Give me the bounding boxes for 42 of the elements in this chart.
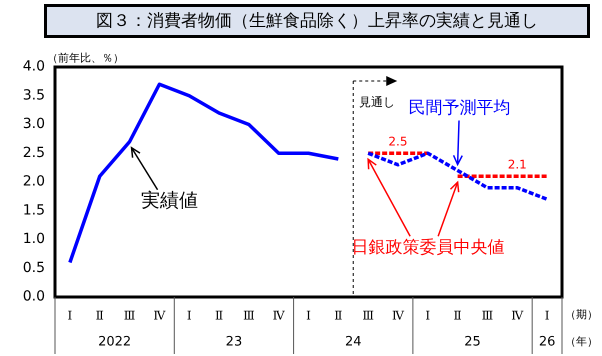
x-tick-label: Ⅰ [544,308,550,322]
x-tick-label: Ⅱ [334,308,342,322]
text: 民間予測平均 [408,98,511,118]
x-tick-label: Ⅲ [482,308,494,322]
text: 24 [344,334,362,350]
line-series [366,152,549,201]
y-tick-label: 3.0 [22,116,45,132]
x-tick-label: Ⅳ [392,308,405,322]
x-tick-label: Ⅳ [511,308,524,322]
y-tick-label: 1.0 [22,231,45,248]
text: 23 [226,334,242,350]
text: （期） [565,308,598,321]
x-tick-label: Ⅲ [362,308,374,322]
text: 実績値 [141,190,198,212]
annotation: 見通し [359,95,396,110]
text: 2022 [98,334,132,350]
x-tick-label: Ⅰ [68,308,73,322]
y-tick-label: 3.5 [22,87,45,104]
text: 日銀政策委員中央値 [352,238,505,258]
text: （年） [565,334,598,348]
x-tick-label: Ⅱ [214,308,224,322]
x-tick-label: Ⅰ [186,308,192,322]
y-axis-title: （前年比、％） [47,51,124,64]
x-tick-label: Ⅲ [124,308,136,322]
chart-title: 図３：消費者物価（生鮮食品除く）上昇率の実績と見通し [44,4,590,38]
y-tick-label: 0.5 [22,260,45,276]
x-tick-label: Ⅱ [96,308,104,322]
y-tick-label: 4.0 [22,58,45,75]
text: 25 [464,334,481,350]
x-tick-label: Ⅰ [306,308,312,322]
y-tick-label: 2.0 [22,174,45,190]
y-tick-label: 1.5 [22,202,45,218]
x-tick-label: Ⅳ [153,308,166,322]
x-tick-label: Ⅲ [243,308,255,322]
data-label: 2.1 [508,157,527,172]
x-tick-label: Ⅱ [454,308,462,322]
text: 26 [538,334,556,350]
y-tick-label: 0.0 [22,288,45,305]
data-label: 2.5 [388,134,408,148]
x-tick-label: Ⅰ [425,308,430,322]
y-tick-label: 2.5 [22,144,45,161]
x-tick-label: Ⅳ [272,308,286,322]
